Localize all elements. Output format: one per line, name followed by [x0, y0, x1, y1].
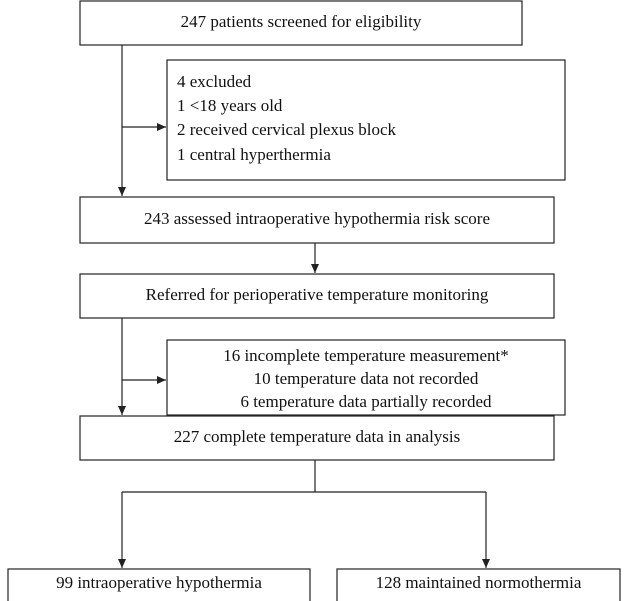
connectors: [118, 45, 490, 568]
node: 16 incomplete temperature measurement* 10…: [166, 339, 566, 416]
node-box: [79, 273, 555, 319]
node-box: [166, 339, 566, 416]
node: 128 maintained normothermia: [336, 568, 621, 601]
node-text: 2 received cervical plexus block: [177, 120, 397, 139]
node: 4 excluded 1 <18 years old 2 received cerv…: [166, 59, 566, 181]
node-text: 243 assessed intraoperative hypothermia …: [144, 209, 490, 228]
node: 243 assessed intraoperative hypothermia …: [79, 196, 555, 244]
node-box: [336, 568, 621, 601]
node: 247 patients screened for eligibility: [79, 0, 523, 46]
node-text: 10 temperature data not recorded: [254, 369, 479, 388]
node-text: Referred for perioperative temperature m…: [146, 285, 489, 304]
node: 227 complete temperature data in analysi…: [79, 415, 555, 461]
node-text: 16 incomplete temperature measurement*: [223, 346, 509, 365]
node: Referred for perioperative temperature m…: [79, 273, 555, 319]
node-text: 4 excluded: [177, 72, 252, 91]
node: 99 intraoperative hypothermia: [7, 568, 311, 601]
node-text: 247 patients screened for eligibility: [181, 12, 422, 31]
node-box: [79, 415, 555, 461]
node-box: [79, 0, 523, 46]
node-text: 99 intraoperative hypothermia: [56, 573, 262, 592]
node-text: 227 complete temperature data in analysi…: [174, 427, 461, 446]
node-text: 1 <18 years old: [177, 96, 283, 115]
node-box: [79, 196, 555, 244]
node-text: 6 temperature data partially recorded: [240, 392, 492, 411]
boxes: 247 patients screened for eligibility 4 e…: [7, 0, 621, 601]
node-text: 1 central hyperthermia: [177, 145, 331, 164]
node-box: [166, 59, 566, 181]
node-box: [7, 568, 311, 601]
node-text: 128 maintained normothermia: [376, 573, 582, 592]
